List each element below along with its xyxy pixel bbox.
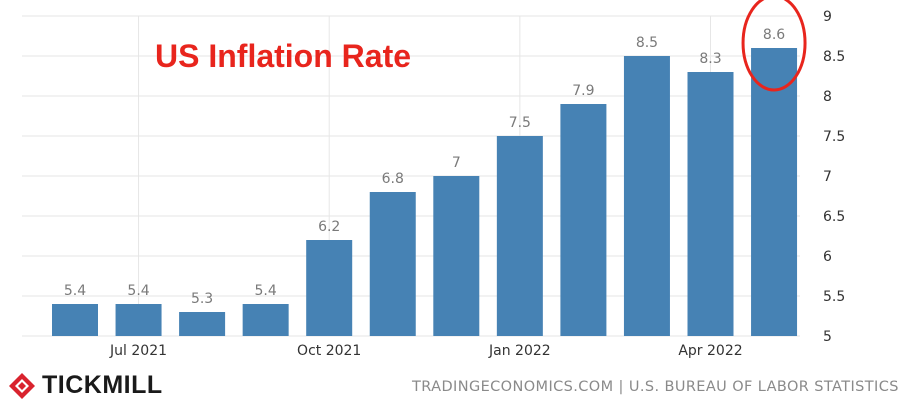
data-label: 6.8 [382, 171, 404, 187]
highlight-circle [741, 0, 807, 92]
data-label: 7 [452, 155, 461, 171]
bar [751, 48, 798, 336]
highlight-annotation [741, 0, 807, 92]
y-tick-label: 7 [823, 169, 832, 185]
bar [433, 176, 480, 336]
bar [687, 72, 734, 336]
y-tick-label: 5 [823, 329, 832, 345]
bar-series [52, 48, 798, 336]
bar [52, 304, 98, 336]
bar [496, 136, 543, 336]
y-tick-label: 8.5 [823, 49, 845, 65]
y-tick-label: 7.5 [823, 129, 845, 145]
bar [242, 304, 289, 336]
tickmill-logo-icon [9, 372, 35, 399]
data-label: 5.4 [64, 283, 86, 299]
bar [179, 312, 226, 336]
bar [623, 56, 670, 336]
data-label: 6.2 [318, 219, 340, 235]
data-label: 5.3 [191, 291, 213, 307]
data-label: 5.4 [127, 283, 149, 299]
chart-title: US Inflation Rate [155, 38, 412, 74]
y-tick-label: 6.5 [823, 209, 845, 225]
x-axis: Jul 2021 Oct 2021 Jan 2022 Apr 2022 [109, 343, 743, 359]
data-label: 8.5 [636, 35, 658, 51]
bar [369, 192, 416, 336]
data-label: 8.6 [763, 27, 785, 43]
x-tick-label: Jan 2022 [488, 343, 551, 359]
data-label: 7.5 [509, 115, 531, 131]
y-tick-label: 8 [823, 89, 832, 105]
y-tick-label: 6 [823, 249, 832, 265]
value-labels: 5.4 5.4 5.3 5.4 6.2 6.8 7 7.5 7.9 8.5 8.3 8.6 [64, 27, 785, 307]
tickmill-brand: TICKMILL [8, 371, 163, 400]
brand-name: TICKMILL [42, 371, 163, 399]
x-tick-label: Jul 2021 [109, 343, 167, 359]
y-axis: 5 5.5 6 6.5 7 7.5 8 8.5 9 [823, 9, 845, 345]
source-credit: TRADINGECONOMICS.COM | U.S. BUREAU OF LA… [412, 379, 899, 395]
y-tick-label: 9 [823, 9, 832, 25]
x-tick-label: Apr 2022 [678, 343, 742, 359]
x-tick-label: Oct 2021 [297, 343, 361, 359]
y-tick-label: 5.5 [823, 289, 845, 305]
data-label: 8.3 [699, 51, 721, 67]
bar [560, 104, 607, 336]
bar [306, 240, 353, 336]
bar [115, 304, 162, 336]
data-label: 7.9 [572, 83, 594, 99]
data-label: 5.4 [255, 283, 277, 299]
